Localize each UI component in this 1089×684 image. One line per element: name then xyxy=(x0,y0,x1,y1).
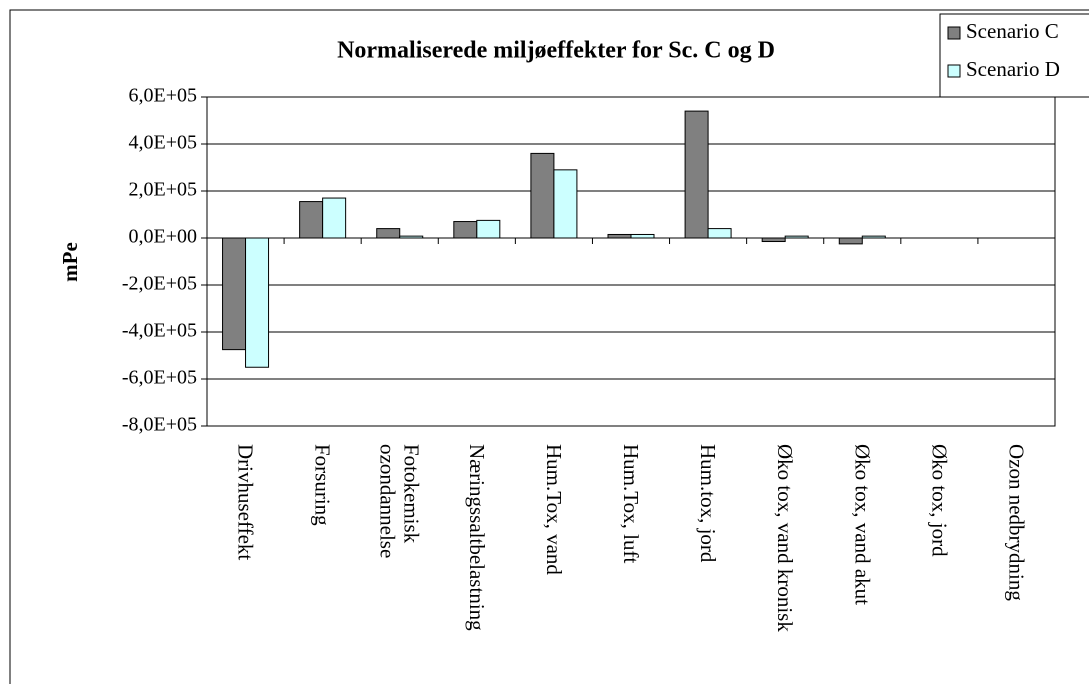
x-tick-label: Øko tox, vand kronisk xyxy=(773,444,798,632)
x-tick-label: Forsuring xyxy=(310,444,335,526)
y-tick-label: 4,0E+05 xyxy=(129,132,198,154)
x-tick-label: Øko tox, jord xyxy=(927,444,952,557)
y-tick-label: -8,0E+05 xyxy=(122,414,197,436)
x-tick-label: Hum.tox, jord xyxy=(696,444,721,563)
y-tick-label: 6,0E+05 xyxy=(129,85,198,107)
x-tick-label: Hum.Tox, vand xyxy=(541,444,566,575)
bar xyxy=(245,237,270,368)
bar xyxy=(761,237,786,243)
x-tick-label: Øko tox, vand akut xyxy=(850,444,875,605)
legend-label: Scenario D xyxy=(966,57,1060,81)
y-tick-label: -2,0E+05 xyxy=(122,273,197,295)
bar xyxy=(630,233,655,239)
bar xyxy=(299,201,324,239)
bar xyxy=(838,237,863,245)
bar xyxy=(861,235,886,239)
bar xyxy=(684,110,709,239)
legend-box xyxy=(939,13,1089,98)
x-tick-label: Næringssaltbelastning xyxy=(464,444,489,631)
y-tick-label: -4,0E+05 xyxy=(122,320,197,342)
bar xyxy=(376,228,401,239)
plot-area xyxy=(206,96,1056,427)
legend-label: Scenario C xyxy=(966,19,1059,43)
x-tick-label: Hum.Tox, luft xyxy=(619,444,643,564)
bar xyxy=(453,221,478,239)
y-tick-label: 2,0E+05 xyxy=(129,179,198,201)
bar xyxy=(322,197,347,239)
x-tick-label: Drivhuseffekt xyxy=(233,444,258,561)
bar xyxy=(707,228,732,239)
legend-swatch xyxy=(947,64,961,78)
bar xyxy=(530,152,555,239)
x-tick-label: Ozon nedbrydning xyxy=(1004,444,1029,601)
x-tick-label: Fotokemisk ozondannelse xyxy=(375,444,424,559)
y-tick-label: -6,0E+05 xyxy=(122,367,197,389)
bar xyxy=(476,219,501,239)
y-tick-label: 0,0E+00 xyxy=(129,226,198,248)
bar xyxy=(784,235,809,239)
bar xyxy=(553,169,578,239)
bar xyxy=(222,237,247,351)
chart-title: Normaliserede miljøeffekter for Sc. C og… xyxy=(337,38,775,64)
bar xyxy=(399,235,424,239)
legend-swatch xyxy=(947,26,961,40)
bar xyxy=(607,233,632,239)
chart-frame xyxy=(9,9,1089,684)
y-axis-label: mPe xyxy=(58,242,82,282)
